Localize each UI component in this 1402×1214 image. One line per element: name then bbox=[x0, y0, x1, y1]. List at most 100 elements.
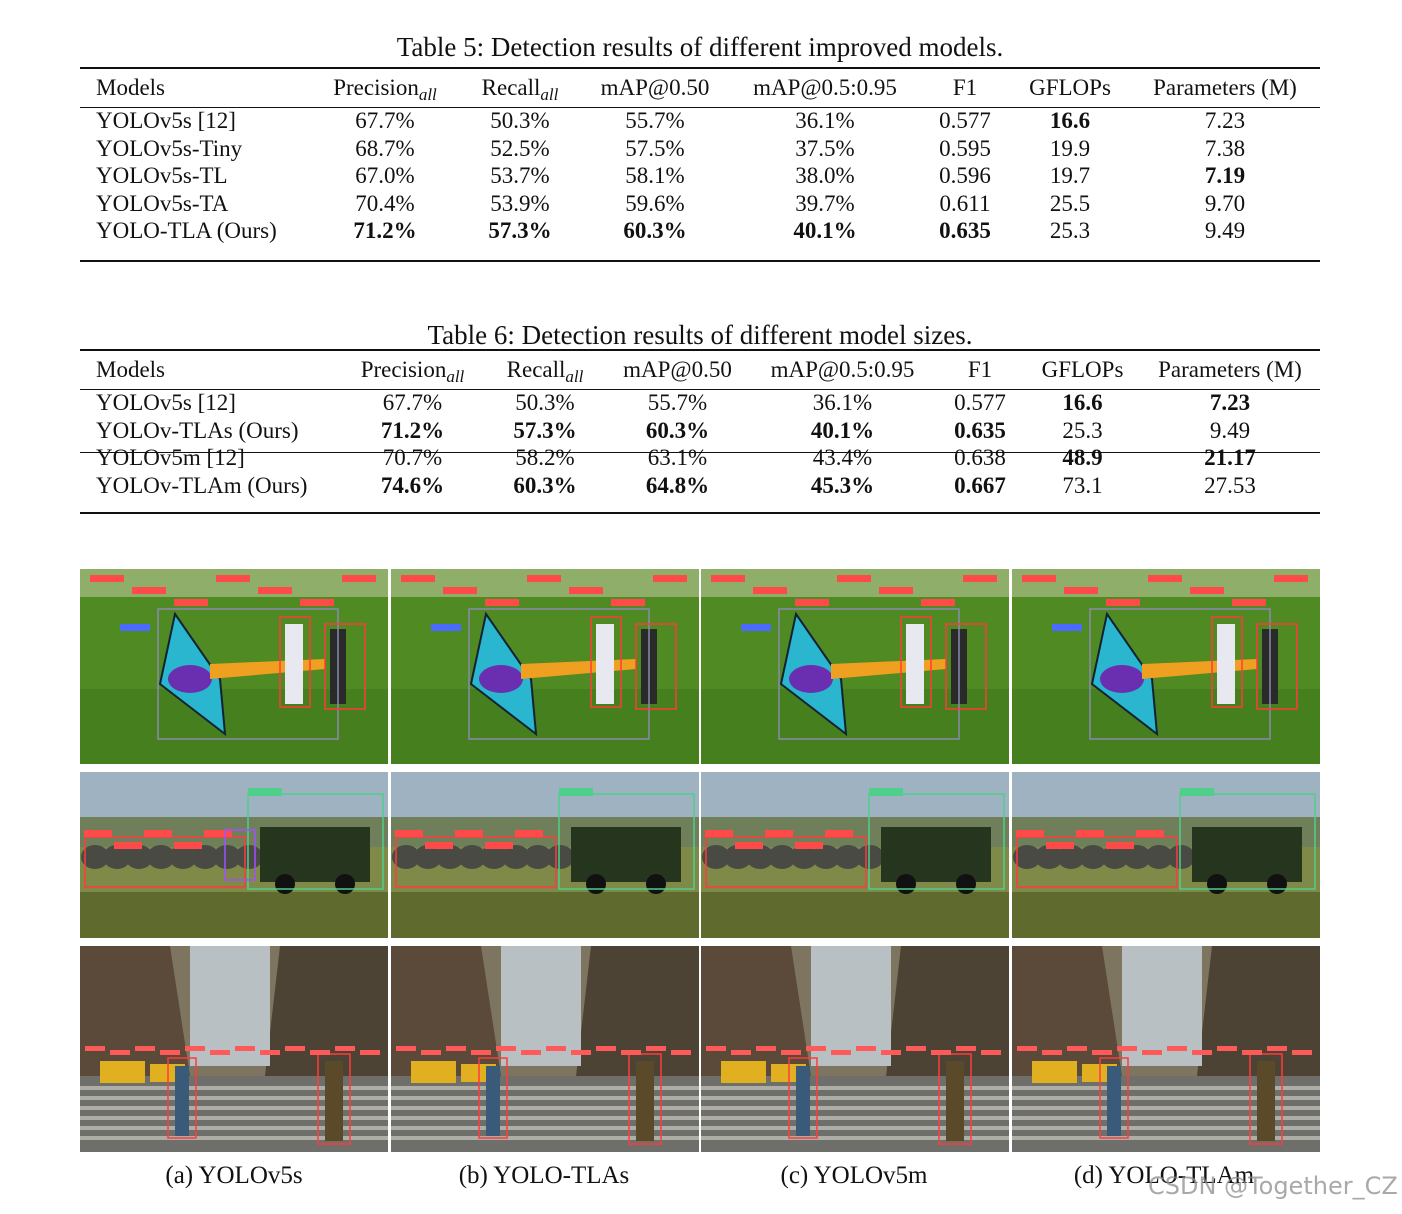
detection-image bbox=[701, 569, 1009, 764]
table6-group-rule bbox=[80, 452, 1320, 453]
t5-cell: 25.3 bbox=[1049, 218, 1091, 243]
t5-cell: 50.3% bbox=[490, 108, 550, 133]
t6-cell: 48.9 bbox=[1062, 445, 1103, 470]
t6-cell: 57.3% bbox=[513, 417, 577, 443]
t6-cell: YOLOv5m [12] bbox=[96, 445, 245, 470]
t6-cell: 71.2% bbox=[380, 417, 445, 443]
t5-header-precision: Precisionall bbox=[333, 75, 437, 104]
subcaption-a: (a) YOLOv5s bbox=[165, 1162, 303, 1189]
t5-cell: 53.7% bbox=[490, 163, 550, 188]
t5-header-gflops: GFLOPs bbox=[1029, 75, 1111, 100]
t5-cell: 19.9 bbox=[1049, 135, 1091, 161]
t6-cell: 27.53 bbox=[1204, 472, 1256, 498]
t5-cell: 57.3% bbox=[488, 218, 552, 243]
t6-cell: 60.3% bbox=[513, 472, 577, 498]
t6-cell: 67.7% bbox=[382, 390, 443, 415]
t5-cell: 60.3% bbox=[623, 218, 687, 243]
t6-header-gflops: GFLOPs bbox=[1041, 357, 1124, 382]
t6-cell: 0.577 bbox=[954, 390, 1006, 415]
t6-cell: YOLOv-TLAs (Ours) bbox=[96, 417, 299, 443]
t5-cell: 0.595 bbox=[939, 135, 991, 161]
t5-header-models: Models bbox=[96, 75, 165, 100]
t5-cell: YOLOv5s-Tiny bbox=[96, 135, 243, 161]
t5-cell: 9.49 bbox=[1204, 218, 1246, 243]
table6-bottom-rule bbox=[80, 512, 1320, 514]
t6-cell: 40.1% bbox=[810, 417, 875, 443]
t6-cell: 21.17 bbox=[1204, 445, 1256, 470]
detection-image bbox=[701, 772, 1009, 938]
t5-cell: 39.7% bbox=[795, 190, 855, 216]
detection-image bbox=[701, 946, 1009, 1152]
t5-cell: 68.7% bbox=[355, 135, 415, 161]
subcaption-b: (b) YOLO-TLAs bbox=[458, 1162, 630, 1189]
t5-cell: 58.1% bbox=[625, 163, 685, 188]
t5-cell: 37.5% bbox=[795, 135, 855, 161]
t5-cell: 71.2% bbox=[353, 218, 417, 243]
watermark: CSDN @Together_CZ bbox=[1148, 1172, 1398, 1200]
detection-image bbox=[391, 772, 699, 938]
t5-header-map5095: mAP@0.5:0.95 bbox=[753, 75, 897, 100]
table5-caption: Table 5: Detection results of different … bbox=[396, 32, 1004, 62]
t5-cell: 40.1% bbox=[793, 218, 857, 243]
t6-header-map50: mAP@0.50 bbox=[623, 357, 732, 382]
detection-image bbox=[1012, 569, 1320, 764]
t6-cell: 74.6% bbox=[380, 472, 445, 498]
table5-bottom-rule bbox=[80, 260, 1320, 262]
table6-top-rule bbox=[80, 349, 1320, 351]
t6-row: YOLOv5m [12] 70.7% 58.2% 63.1% 43.4% 0.638 48.… bbox=[80, 444, 1320, 472]
t6-body: YOLOv5s [12] 67.7% 50.3% 55.7% 36.1% 0.577 16.… bbox=[80, 389, 1320, 499]
subcaption-c: (c) YOLOv5m bbox=[780, 1162, 928, 1189]
t6-row: YOLOv-TLAs (Ours) 71.2% 57.3% 60.3% 40.1% 0.6… bbox=[80, 417, 1320, 445]
t5-cell: 67.7% bbox=[355, 108, 415, 133]
t6-cell: 9.49 bbox=[1209, 417, 1251, 443]
detection-image bbox=[80, 569, 388, 764]
detection-image bbox=[1012, 772, 1320, 938]
t5-cell: 52.5% bbox=[490, 135, 550, 161]
t5-cell: 59.6% bbox=[625, 190, 685, 216]
detection-image bbox=[1012, 946, 1320, 1152]
t5-cell: YOLOv5s-TL bbox=[96, 163, 228, 188]
t5-cell: 38.0% bbox=[795, 163, 855, 188]
t5-row: YOLOv5s-Tiny 68.7% 52.5% 57.5% 37.5% 0.595 19.… bbox=[80, 135, 1320, 163]
t5-cell: YOLOv5s-TA bbox=[96, 190, 229, 216]
table6: Models Precisionall Recallall mAP@0.50 m… bbox=[80, 351, 1320, 499]
detection-image bbox=[80, 772, 388, 938]
t5-cell: YOLO-TLA (Ours) bbox=[96, 218, 277, 243]
t5-row: YOLOv5s [12] 67.7% 50.3% 55.7% 36.1% 0.577 16.… bbox=[80, 107, 1320, 135]
t6-cell: 36.1% bbox=[812, 390, 873, 415]
t6-header-models: Models bbox=[96, 357, 165, 382]
t6-row: YOLOv5s [12] 67.7% 50.3% 55.7% 36.1% 0.577 16.… bbox=[80, 389, 1320, 417]
t5-row: YOLOv5s-TL 67.0% 53.7% 58.1% 38.0% 0.596 19.7 7… bbox=[80, 162, 1320, 190]
table5-top-rule bbox=[80, 67, 1320, 69]
table5: Models Precisionall Recallall mAP@0.50 m… bbox=[80, 69, 1320, 245]
t5-cell: 53.9% bbox=[490, 190, 550, 216]
t5-cell: 0.635 bbox=[939, 218, 991, 243]
t6-header-recall: Recallall bbox=[506, 357, 584, 386]
t6-cell: 73.1 bbox=[1062, 472, 1103, 498]
t5-cell: 7.38 bbox=[1204, 135, 1246, 161]
t5-cell: 7.19 bbox=[1204, 163, 1246, 188]
t5-header-map50: mAP@0.50 bbox=[600, 75, 710, 100]
t6-cell: 16.6 bbox=[1062, 390, 1103, 415]
t6-cell: 70.7% bbox=[382, 445, 443, 470]
t5-cell: 16.6 bbox=[1049, 108, 1091, 133]
t5-cell: 25.5 bbox=[1049, 190, 1091, 216]
t6-cell: 64.8% bbox=[645, 472, 710, 498]
t6-cell: 0.635 bbox=[954, 417, 1006, 443]
t5-cell: 0.611 bbox=[939, 190, 991, 216]
t5-cell: 67.0% bbox=[355, 163, 415, 188]
t5-cell: 57.5% bbox=[625, 135, 685, 161]
t5-header-recall: Recallall bbox=[481, 75, 559, 104]
t6-cell: YOLOv5s [12] bbox=[96, 390, 236, 415]
t6-cell: 58.2% bbox=[515, 445, 575, 470]
t6-cell: 0.667 bbox=[954, 472, 1006, 498]
t5-body: YOLOv5s [12] 67.7% 50.3% 55.7% 36.1% 0.577 16.… bbox=[80, 107, 1320, 245]
t6-cell: 60.3% bbox=[645, 417, 710, 443]
t6-cell: 55.7% bbox=[647, 390, 708, 415]
t5-cell: 55.7% bbox=[625, 108, 685, 133]
t5-row: YOLO-TLA (Ours) 71.2% 57.3% 60.3% 40.1% 0.635… bbox=[80, 217, 1320, 245]
t5-cell: 0.596 bbox=[939, 163, 991, 188]
detection-image bbox=[391, 946, 699, 1152]
table5-mid-rule bbox=[80, 107, 1320, 108]
t6-cell: 45.3% bbox=[810, 472, 875, 498]
